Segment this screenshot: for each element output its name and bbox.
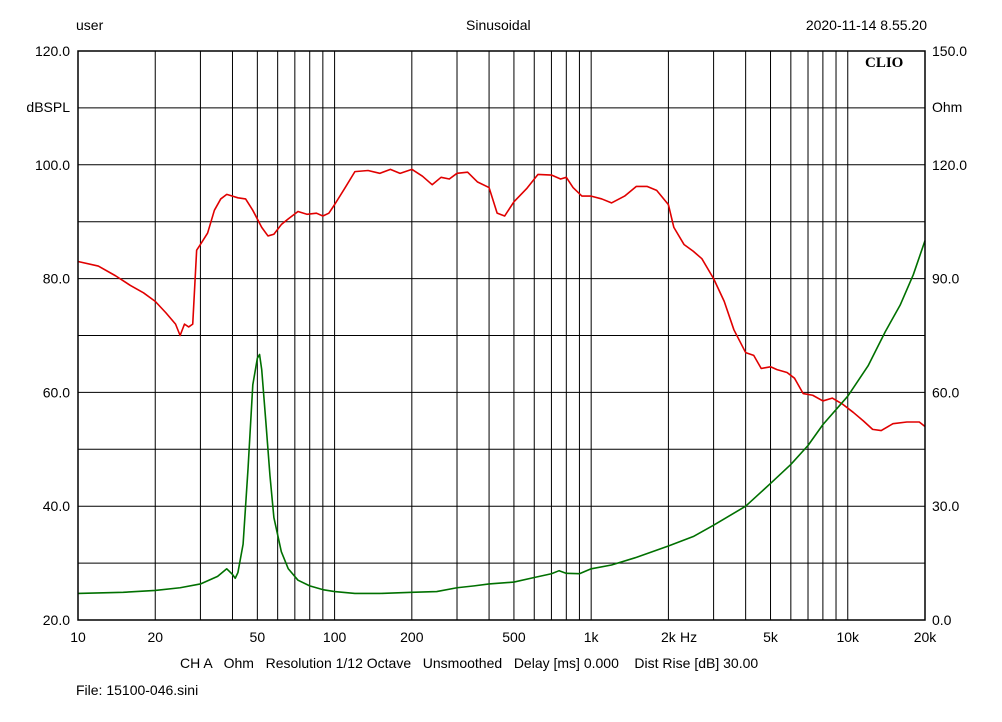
measurement-settings: CH A Ohm Resolution 1/12 Octave Unsmooth… xyxy=(180,655,759,671)
header-mode: Sinusoidal xyxy=(466,17,531,33)
y-left-tick-label: 20.0 xyxy=(43,612,70,628)
spl-curve xyxy=(77,168,926,432)
y-left-tick-label: 100.0 xyxy=(35,157,70,173)
clio-logo: CLIO xyxy=(865,55,903,71)
x-tick-label: 200 xyxy=(400,629,424,645)
y-left-tick-label: 120.0 xyxy=(35,43,70,59)
x-tick-label: 10 xyxy=(70,629,86,645)
x-axis-unit: Hz xyxy=(680,629,697,645)
left-axis-unit: dBSPL xyxy=(26,99,70,115)
series-layer xyxy=(77,168,926,595)
x-tick-label: 1k xyxy=(584,629,600,645)
plot-frame xyxy=(77,50,926,621)
x-tick-label: 100 xyxy=(323,629,347,645)
x-tick-label: 20 xyxy=(147,629,163,645)
y-right-tick-label: 150.0 xyxy=(932,43,967,59)
file-name: File: 15100-046.sini xyxy=(76,682,199,698)
y-right-tick-label: 0.0 xyxy=(932,612,952,628)
x-tick-label: 2k xyxy=(661,629,677,645)
x-tick-label: 5k xyxy=(763,629,779,645)
y-right-tick-label: 120.0 xyxy=(932,157,967,173)
y-left-tick-label: 40.0 xyxy=(43,498,70,514)
header-timestamp: 2020-11-14 8.55.20 xyxy=(805,17,927,33)
right-axis-unit: Ohm xyxy=(932,99,962,115)
y-left-tick-label: 60.0 xyxy=(43,384,70,400)
x-tick-label: 50 xyxy=(250,629,266,645)
grid xyxy=(78,51,925,620)
y-right-tick-label: 30.0 xyxy=(932,498,959,514)
x-tick-label: 10k xyxy=(836,629,860,645)
tick-labels: 10 20 50 100 200 500 1k 2k 5k 10k 20k 20.0 40.0 60.0 8… xyxy=(35,43,967,645)
impedance-curve xyxy=(77,240,926,595)
y-right-tick-label: 60.0 xyxy=(932,384,959,400)
y-right-tick-label: 90.0 xyxy=(932,271,959,287)
header-user: user xyxy=(76,17,104,33)
x-tick-label: 20k xyxy=(914,629,938,645)
y-left-tick-label: 80.0 xyxy=(43,271,70,287)
x-tick-label: 500 xyxy=(502,629,526,645)
